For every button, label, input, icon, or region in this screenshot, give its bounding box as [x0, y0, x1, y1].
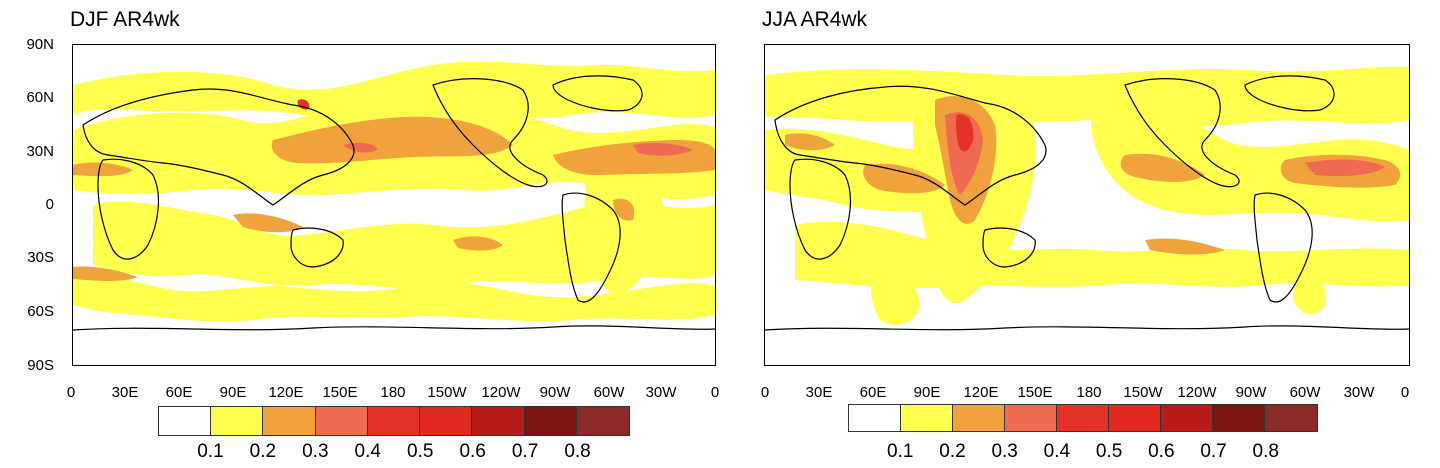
panel-title: DJF AR4wk	[70, 8, 180, 31]
colorbar-swatch	[1057, 405, 1109, 431]
lon-label: 0	[710, 384, 720, 401]
colorbar-label: 0.3	[302, 441, 329, 462]
lon-label: 150E	[1017, 384, 1053, 401]
lon-label: 90E	[219, 384, 247, 401]
colorbar-swatch	[576, 407, 629, 435]
colorbar-swatch	[1213, 405, 1265, 431]
colorbar-swatch	[420, 407, 473, 435]
colorbar-label: 0.7	[1200, 441, 1227, 462]
lon-label: 150W	[1123, 384, 1163, 401]
coastlines	[73, 75, 715, 331]
lon-label: 120W	[481, 384, 521, 401]
lon-label: 180	[380, 384, 406, 401]
lon-label: 30E	[805, 384, 833, 401]
map-frame	[72, 44, 716, 366]
map-frame	[764, 44, 1410, 366]
colorbar-swatch	[472, 407, 525, 435]
lat-label: 0	[45, 196, 54, 213]
colorbar-label: 0.1	[197, 441, 224, 462]
lon-label: 150E	[322, 384, 358, 401]
colorbar-swatch	[524, 407, 577, 435]
lon-label: 30E	[111, 384, 139, 401]
map-field	[765, 66, 1409, 331]
lon-label: 90E	[913, 384, 941, 401]
colorbar-label: 0.4	[1043, 441, 1071, 462]
colorbar-label: 0.2	[939, 441, 966, 462]
colorbar-label: 0.5	[1095, 441, 1123, 462]
ar-frequency-shading	[73, 61, 715, 322]
colorbar	[158, 406, 630, 436]
colorbar-swatch	[367, 407, 421, 435]
panel-jja: JJA AR4wk	[720, 0, 1440, 468]
colorbar-label: 0.3	[991, 441, 1018, 462]
colorbar-swatch	[211, 407, 264, 435]
panel-djf: DJF AR4wk 90N 60N 30N 0 30S 60S 90S	[26, 8, 719, 462]
lon-label: 30W	[1343, 384, 1375, 401]
lon-label: 60W	[1289, 384, 1321, 401]
colorbar-label: 0.5	[407, 441, 434, 462]
colorbar-swatch	[953, 405, 1005, 431]
colorbar-label: 0.6	[459, 441, 486, 462]
colorbar-swatch	[1265, 405, 1317, 431]
lon-label: 90W	[1235, 384, 1267, 401]
lon-label: 90W	[539, 384, 571, 401]
lat-label: 60S	[27, 303, 54, 320]
lat-label: 90S	[27, 357, 54, 374]
lat-label: 30S	[27, 249, 54, 266]
lon-label: 60W	[593, 384, 625, 401]
colorbar-label: 0.7	[511, 441, 539, 462]
lon-label: 120W	[1177, 384, 1217, 401]
colorbar-swatch	[1109, 405, 1161, 431]
coastlines	[765, 75, 1409, 331]
colorbar-swatch	[1161, 405, 1213, 431]
colorbar-swatch	[159, 407, 212, 435]
lon-label: 150W	[427, 384, 467, 401]
colorbar-label: 0.4	[354, 441, 381, 462]
colorbar	[848, 404, 1318, 432]
colorbar-label: 0.2	[249, 441, 277, 462]
lon-label: 0	[66, 384, 76, 401]
colorbar-label: 0.8	[564, 441, 591, 462]
colorbar-label: 0.1	[887, 441, 914, 462]
colorbar-swatch	[849, 405, 901, 431]
lon-label: 60E	[859, 384, 887, 401]
colorbar-swatch	[315, 407, 368, 435]
lon-label: 60E	[165, 384, 193, 401]
lat-label: 90N	[26, 36, 54, 53]
lon-label: 120E	[268, 384, 304, 401]
ar-frequency-shading	[765, 66, 1409, 325]
panel-title: JJA AR4wk	[762, 8, 868, 31]
lon-label: 120E	[963, 384, 999, 401]
lat-label: 60N	[26, 89, 54, 106]
colorbar-swatch	[901, 405, 953, 431]
colorbar-swatch	[1005, 405, 1057, 431]
lon-label: 0	[760, 384, 770, 401]
lon-label: 30W	[645, 384, 677, 401]
colorbar-label: 0.6	[1148, 441, 1175, 462]
colorbar-label: 0.8	[1252, 441, 1279, 462]
lat-label: 30N	[26, 143, 54, 160]
lon-label: 0	[1400, 384, 1410, 401]
colorbar-swatch	[263, 407, 316, 435]
lon-label: 180	[1076, 384, 1102, 401]
map-field	[73, 61, 715, 331]
